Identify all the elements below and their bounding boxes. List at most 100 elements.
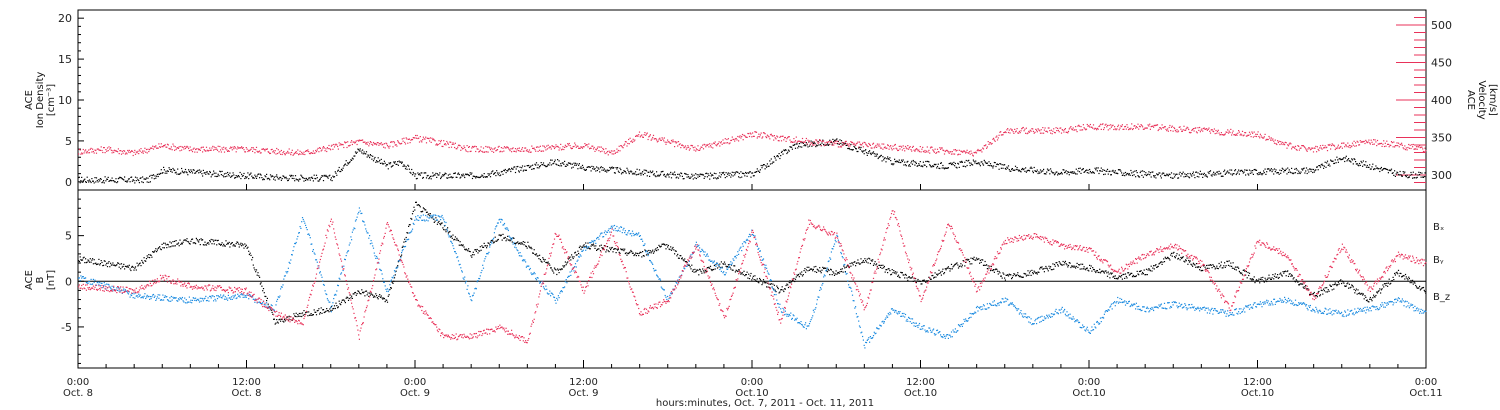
velocity-point xyxy=(169,148,171,150)
density-point xyxy=(418,174,420,176)
density-point xyxy=(448,176,450,179)
velocity-point xyxy=(518,147,520,149)
density-point xyxy=(330,177,332,179)
density-point xyxy=(1327,164,1329,166)
velocity-point xyxy=(970,150,972,152)
bx-point xyxy=(151,256,153,258)
bx-point xyxy=(588,247,590,249)
density-point xyxy=(1038,171,1040,173)
density-point xyxy=(1105,170,1107,172)
bx-point xyxy=(199,244,201,246)
bx-point xyxy=(142,262,144,264)
density-point xyxy=(894,160,896,163)
velocity-point xyxy=(376,142,378,144)
velocity-point xyxy=(584,143,586,145)
bx-point xyxy=(614,248,616,250)
density-point xyxy=(1035,170,1037,172)
density-point xyxy=(891,163,893,165)
density-point xyxy=(1356,163,1358,165)
bx-point xyxy=(376,295,378,297)
velocity-point xyxy=(1220,132,1222,134)
bx-point xyxy=(1044,267,1046,269)
velocity-point xyxy=(1399,143,1401,145)
density-point xyxy=(1068,174,1070,176)
velocity-point xyxy=(829,143,831,145)
density-point xyxy=(1316,166,1318,168)
velocity-point xyxy=(1174,127,1176,130)
bx-point xyxy=(918,280,920,282)
bx-point xyxy=(477,252,479,254)
velocity-point xyxy=(738,136,740,138)
bx-point xyxy=(1092,267,1094,269)
velocity-point xyxy=(944,150,946,153)
velocity-point xyxy=(836,140,838,142)
density-point xyxy=(1383,168,1385,170)
density-point xyxy=(115,178,117,180)
density-point xyxy=(101,182,103,184)
bx-point xyxy=(851,262,853,264)
density-point xyxy=(1220,172,1222,174)
velocity-point xyxy=(962,151,964,153)
velocity-point xyxy=(349,144,351,146)
density-point xyxy=(1022,169,1024,171)
velocity-point xyxy=(857,141,859,143)
bx-point xyxy=(432,218,435,220)
bx-point xyxy=(561,268,563,270)
bx-point xyxy=(181,242,183,244)
velocity-point xyxy=(858,146,860,148)
density-point xyxy=(1135,170,1137,172)
density-point xyxy=(415,173,417,175)
bx-point xyxy=(575,254,577,256)
bx-point xyxy=(509,240,511,242)
velocity-point xyxy=(83,152,85,154)
bx-point xyxy=(216,240,219,242)
velocity-point xyxy=(258,150,260,153)
velocity-point xyxy=(994,140,996,142)
bx-point xyxy=(134,267,136,269)
density-point xyxy=(1025,167,1027,169)
bx-point xyxy=(485,245,487,247)
density-point xyxy=(1373,168,1375,171)
density-point xyxy=(440,177,442,180)
bx-point xyxy=(244,243,246,245)
bx-point xyxy=(820,272,822,274)
density-point xyxy=(979,163,981,165)
velocity-point xyxy=(596,149,598,151)
bx-point xyxy=(766,282,768,284)
velocity-point xyxy=(101,149,103,152)
bx-point xyxy=(244,245,247,248)
velocity-point xyxy=(872,143,874,145)
bx-point xyxy=(954,264,956,266)
velocity-point xyxy=(808,140,811,142)
density-point xyxy=(403,164,405,166)
bx-point xyxy=(463,246,465,248)
velocity-point xyxy=(1124,126,1126,128)
density-point xyxy=(1296,169,1298,171)
velocity-point xyxy=(471,145,474,148)
velocity-point xyxy=(821,141,823,143)
velocity-point xyxy=(161,145,163,148)
density-point xyxy=(603,168,605,170)
density-point xyxy=(945,167,947,169)
bx-point xyxy=(685,261,687,263)
velocity-point xyxy=(1425,150,1427,152)
bx-point xyxy=(220,243,222,246)
bx-point xyxy=(302,314,304,316)
density-point xyxy=(158,173,160,175)
density-point xyxy=(784,150,786,152)
velocity-point xyxy=(823,144,825,147)
density-point xyxy=(1214,172,1216,174)
velocity-point xyxy=(293,153,295,155)
density-point xyxy=(255,177,258,179)
density-point xyxy=(1200,173,1202,175)
velocity-point xyxy=(392,146,394,148)
bx-point xyxy=(197,240,199,242)
velocity-point xyxy=(1154,125,1156,127)
density-point xyxy=(134,176,137,178)
bx-point xyxy=(1025,273,1027,275)
velocity-point xyxy=(652,134,655,136)
velocity-point xyxy=(1318,149,1320,152)
velocity-point xyxy=(1193,130,1195,132)
density-point xyxy=(321,175,323,177)
density-point xyxy=(249,173,251,175)
